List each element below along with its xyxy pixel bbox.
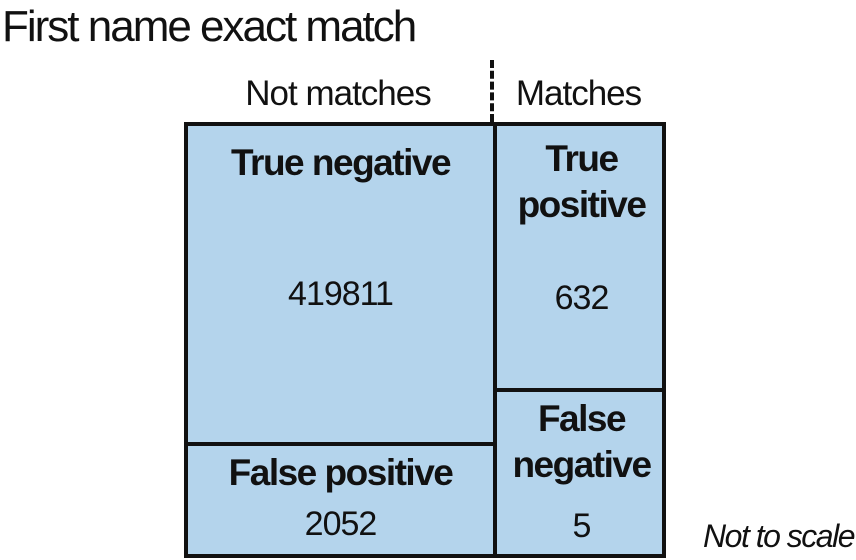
- true-positive-value: 632: [554, 279, 610, 317]
- true-negative-label: True negative: [230, 142, 452, 183]
- confusion-matrix: True negative 419811 True positive 632 F…: [184, 122, 666, 558]
- column-divider: [490, 60, 494, 122]
- cell-true-positive: True positive 632: [497, 126, 666, 388]
- cell-false-negative: False negative 5: [497, 392, 666, 558]
- false-negative-label-line1: False: [537, 398, 627, 439]
- false-negative-label-line2: negative: [512, 444, 652, 485]
- true-positive-label-line1: True: [545, 138, 619, 179]
- false-positive-value: 2052: [304, 505, 378, 543]
- diagram-title: First name exact match: [2, 2, 417, 51]
- false-positive-label: False positive: [228, 452, 454, 493]
- false-negative-value: 5: [572, 507, 592, 545]
- true-negative-value: 419811: [288, 275, 394, 313]
- matrix-vertical-line: [493, 126, 497, 554]
- false-negative-label: False negative: [497, 396, 666, 488]
- scale-note: Not to scale: [703, 518, 855, 554]
- matrix-horizontal-line-right: [497, 388, 666, 392]
- matrix-horizontal-line-left: [188, 442, 493, 446]
- true-positive-label: True positive: [497, 136, 666, 228]
- cell-false-positive: False positive 2052: [188, 446, 493, 558]
- cell-true-negative: True negative 419811: [188, 126, 493, 442]
- true-positive-label-line2: positive: [517, 184, 647, 225]
- column-label-matches: Matches: [515, 74, 642, 113]
- column-label-not-matches: Not matches: [245, 74, 431, 113]
